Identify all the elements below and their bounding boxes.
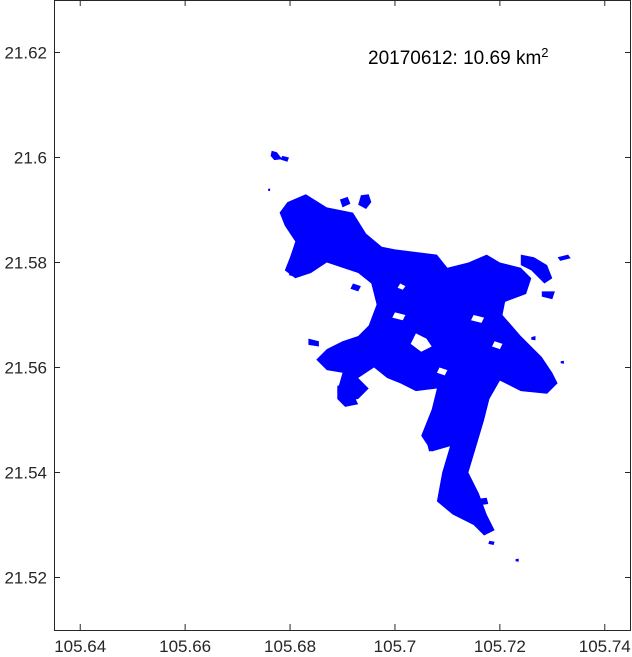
water-patch xyxy=(478,497,489,506)
x-tick-label: 105.74 xyxy=(579,637,631,656)
x-tick-label: 105.68 xyxy=(264,637,316,656)
water-patch xyxy=(557,254,571,261)
x-tick-label: 105.72 xyxy=(474,637,526,656)
y-tick-label: 21.58 xyxy=(4,254,47,273)
area-annotation: 20170612: 10.69 km2 xyxy=(368,45,549,70)
annotation-date: 20170612 xyxy=(368,48,453,69)
water-patch xyxy=(560,360,564,364)
water-patch xyxy=(268,188,271,192)
y-tick-label: 21.52 xyxy=(4,569,47,588)
water-body-main xyxy=(279,194,558,536)
water-patch xyxy=(541,291,555,300)
water-patch xyxy=(520,254,553,284)
x-axis: 105.64 105.66 105.68 105.7 105.72 105.74 xyxy=(54,0,631,656)
water-patch xyxy=(531,336,536,341)
x-tick-label: 105.7 xyxy=(374,637,417,656)
y-tick-label: 21.62 xyxy=(4,44,47,63)
water-patch xyxy=(308,338,319,347)
annotation-unit-exponent: 2 xyxy=(541,45,548,60)
y-tick-label: 21.6 xyxy=(14,149,47,168)
water-patch xyxy=(358,194,372,209)
annotation-area-value: 10.69 xyxy=(463,48,511,69)
water-patch xyxy=(270,150,283,161)
water-extent-layer xyxy=(268,150,571,562)
y-axis: 21.52 21.54 21.56 21.58 21.6 21.62 xyxy=(4,44,631,588)
y-tick-label: 21.54 xyxy=(4,464,47,483)
y-tick-label: 21.56 xyxy=(4,359,47,378)
water-patch xyxy=(280,155,289,162)
annotation-separator: : xyxy=(453,48,464,69)
water-patch xyxy=(515,558,519,562)
annotation-area-unit: km xyxy=(516,48,541,69)
water-patch xyxy=(488,540,495,545)
axes-box xyxy=(54,0,631,631)
x-tick-label: 105.64 xyxy=(54,637,106,656)
water-patch xyxy=(339,196,351,208)
water-patch xyxy=(289,270,298,278)
x-tick-label: 105.66 xyxy=(159,637,211,656)
water-patch xyxy=(337,383,359,407)
water-patch xyxy=(426,441,440,452)
